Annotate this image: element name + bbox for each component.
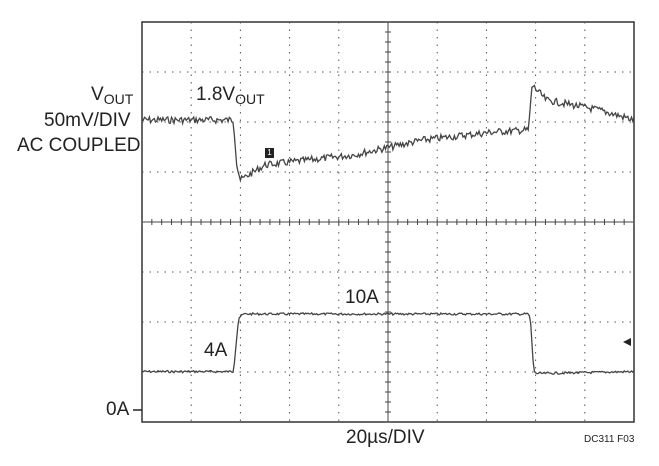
trace-label: 1.8VOUT [196,84,265,107]
current-trace-line [141,311,635,375]
channel-marker: 1 [265,148,274,158]
timebase-label: 20µs/DIV [346,427,425,448]
vout-trace-line [141,84,635,183]
figure-id: DC311 F03 [584,434,635,445]
right-arrow-icon [623,338,631,346]
coupling-label: AC COUPLED [17,135,141,156]
current-low-label: 4A [204,340,228,361]
current-high-label: 10A [345,287,379,308]
zero-label: 0A [106,399,130,420]
traces [141,84,635,375]
grid [141,21,635,423]
vout-label: VOUT [91,84,134,107]
scale-label: 50mV/DIV [44,110,131,131]
